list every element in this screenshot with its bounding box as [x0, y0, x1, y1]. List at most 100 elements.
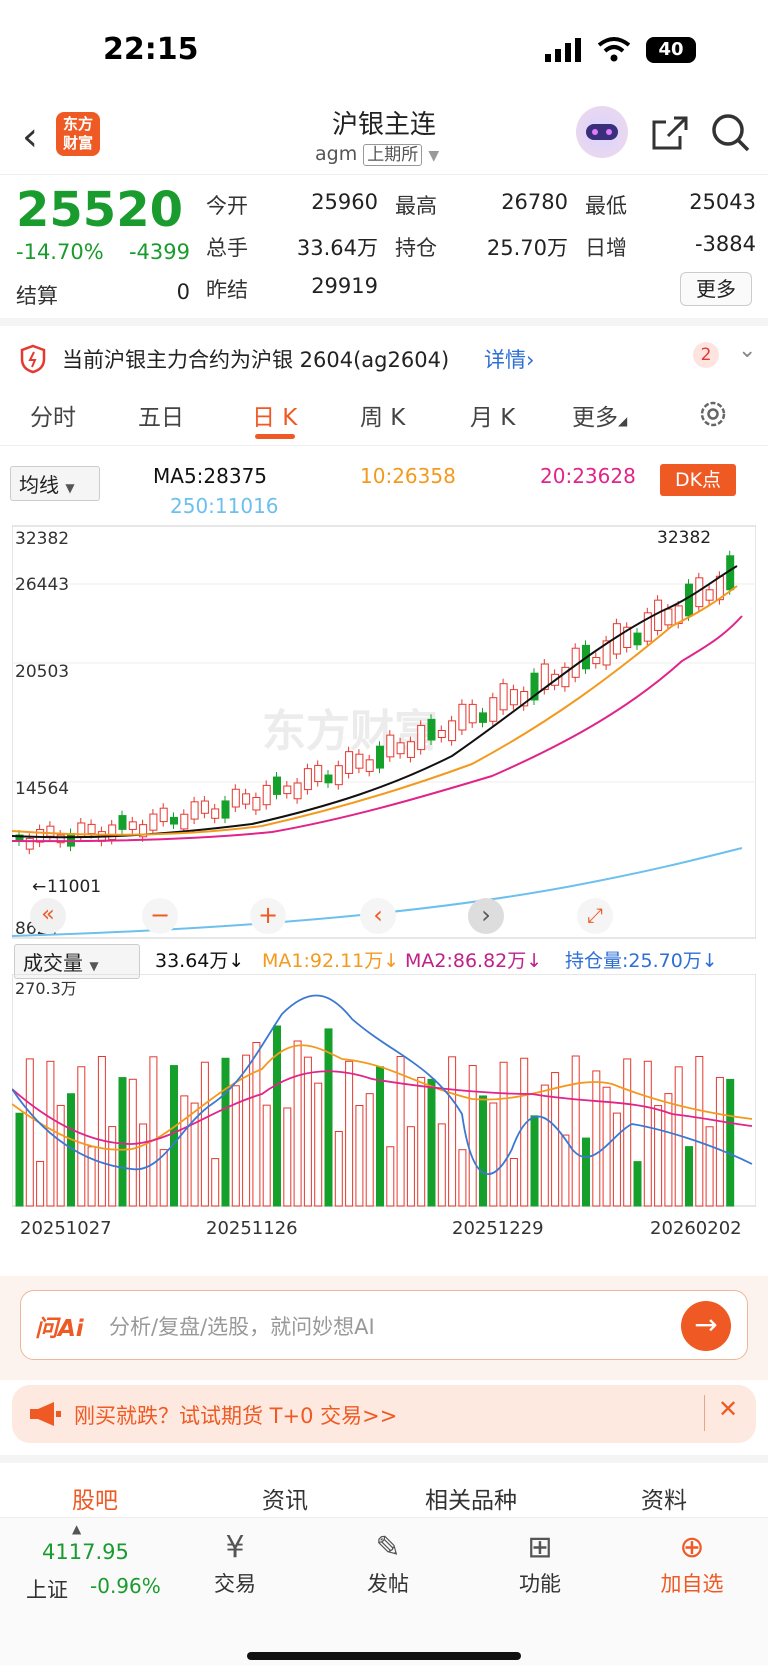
- ma10-label: 10:26358: [360, 464, 456, 488]
- candle: [623, 626, 632, 649]
- search-icon[interactable]: [710, 112, 752, 154]
- volume-bar: [345, 1060, 354, 1207]
- caret-up-icon: ▲: [72, 1522, 82, 1536]
- candle: [427, 718, 436, 741]
- page-subtitle[interactable]: agm 上期所 ▼: [315, 143, 440, 166]
- more-button[interactable]: 更多: [680, 272, 752, 306]
- volume-bar: [77, 1066, 86, 1207]
- promo-banner[interactable]: 刚买就跌？试试期货 T+0 交易>> ✕: [12, 1385, 756, 1443]
- shield-alert-icon: [20, 344, 46, 374]
- candle: [396, 742, 405, 755]
- tab-related[interactable]: 相关品种: [425, 1488, 517, 1514]
- ai-brand-logo: 问Ai: [35, 1316, 84, 1342]
- promo-text[interactable]: 刚买就跌？试试期货 T+0 交易>>: [74, 1404, 398, 1428]
- candle: [303, 768, 312, 791]
- back-icon[interactable]: ‹: [22, 114, 38, 160]
- volume-chart[interactable]: 270.3万: [12, 974, 756, 1222]
- nav-trade[interactable]: ¥ 交易: [185, 1528, 285, 1598]
- x-date: 20251229: [452, 1218, 544, 1239]
- volume-bar: [499, 1061, 508, 1207]
- tab-monthly-k[interactable]: 月 K: [470, 405, 516, 431]
- stat-label: 昨结: [206, 278, 248, 302]
- tab-profile[interactable]: 资料: [641, 1488, 687, 1514]
- volume-bar: [15, 1112, 24, 1207]
- stat-label: 总手: [206, 236, 248, 260]
- fullscreen-icon[interactable]: ⤢: [577, 898, 613, 934]
- tab-daily-k[interactable]: 日 K: [252, 405, 298, 431]
- volume-bar: [427, 1078, 436, 1207]
- robot-avatar-icon[interactable]: [576, 106, 628, 158]
- tab-weekly-k[interactable]: 周 K: [360, 405, 406, 431]
- candle: [128, 821, 137, 830]
- volume-bar: [386, 1146, 395, 1207]
- volume-bar: [417, 1077, 426, 1207]
- volume-bar: [36, 1160, 45, 1207]
- stat-value: 29919: [311, 274, 378, 298]
- volume-bar: [479, 1095, 487, 1207]
- tab-five-day[interactable]: 五日: [138, 405, 184, 431]
- y-tick: 20503: [15, 662, 69, 682]
- index-value[interactable]: 4117.95: [42, 1540, 129, 1564]
- nav-add-watchlist[interactable]: ⊕ 加自选: [642, 1528, 742, 1598]
- tab-minute[interactable]: 分时: [30, 405, 76, 431]
- candle: [345, 751, 354, 774]
- candle: [118, 815, 127, 830]
- volume-bar: [211, 1158, 220, 1207]
- y-tick: 14564: [15, 779, 69, 799]
- candle: [314, 764, 323, 783]
- ma-selector[interactable]: 均线 ▼: [10, 466, 100, 501]
- nav-post[interactable]: ✎ 发帖: [338, 1528, 438, 1598]
- ai-input-placeholder[interactable]: 分析/复盘/选股，就问妙想AI: [109, 1315, 375, 1339]
- nav-functions[interactable]: ⊞ 功能: [490, 1528, 590, 1598]
- stat-value: 25.70万: [486, 236, 568, 260]
- tab-news[interactable]: 资讯: [262, 1488, 308, 1514]
- zoom-out-icon[interactable]: −: [142, 898, 178, 934]
- chevron-down-icon[interactable]: ⌄: [738, 338, 757, 363]
- volume-bar: [571, 1055, 580, 1207]
- close-icon[interactable]: ✕: [718, 1395, 739, 1423]
- volume-bar: [190, 1102, 199, 1207]
- zoom-in-icon[interactable]: +: [250, 898, 286, 934]
- share-icon[interactable]: [650, 114, 690, 154]
- candle: [479, 712, 487, 723]
- scroll-right-icon[interactable]: ›: [468, 898, 504, 934]
- candle: [448, 720, 457, 742]
- notice-banner[interactable]: 当前沪银主力合约为沪银 2604(ag2604) 详情› 2 ⌄: [0, 318, 768, 388]
- candle: [221, 800, 230, 819]
- candle: [365, 759, 374, 772]
- tab-guba[interactable]: 股吧: [72, 1488, 118, 1514]
- notice-link[interactable]: 详情›: [484, 348, 535, 372]
- dk-point-button[interactable]: DK点: [660, 464, 736, 496]
- kline-chart[interactable]: 东方财富 32382 26443 20503 14564 8624 32382 …: [12, 486, 756, 946]
- stat-label: 最高: [395, 194, 437, 218]
- candle: [293, 782, 302, 800]
- scroll-left-icon[interactable]: ‹: [360, 898, 396, 934]
- candle: [46, 825, 55, 837]
- candle: [56, 834, 65, 844]
- volume-selector[interactable]: 成交量 ▼: [14, 944, 140, 979]
- ai-submit-arrow-icon[interactable]: →: [681, 1301, 731, 1351]
- candle: [159, 807, 168, 823]
- quote-panel: 25520 -14.70% -4399 结算 0 今开 25960 最高 267…: [0, 176, 768, 316]
- settings-gear-icon[interactable]: [697, 398, 729, 430]
- tab-more[interactable]: 更多◢: [572, 405, 628, 431]
- stat-value: 25960: [311, 190, 378, 214]
- ai-input-box[interactable]: 问Ai 分析/复盘/选股，就问妙想AI →: [20, 1290, 748, 1360]
- index-name[interactable]: 上证: [26, 1578, 68, 1602]
- volume-max-label: 270.3万: [15, 979, 77, 998]
- volume-bar: [551, 1072, 560, 1207]
- volume-bar: [376, 1066, 384, 1207]
- status-bar: 22:15 40: [0, 0, 768, 100]
- volume-bar: [170, 1065, 178, 1207]
- page-title: 沪银主连: [331, 110, 436, 140]
- volume-bar: [221, 1057, 230, 1207]
- volume-bar: [118, 1077, 127, 1207]
- vol-ma2: MA2:86.82万↓: [405, 950, 543, 972]
- kline-chart-area: 均线 ▼ MA5:28375 10:26358 20:23628 250:110…: [0, 446, 768, 1276]
- volume-bar: [139, 1123, 148, 1207]
- wifi-icon: [597, 37, 631, 62]
- volume-bar: [56, 1104, 65, 1207]
- fast-rewind-icon[interactable]: «: [30, 898, 66, 934]
- volume-bar: [242, 1054, 251, 1207]
- candle: [520, 691, 529, 707]
